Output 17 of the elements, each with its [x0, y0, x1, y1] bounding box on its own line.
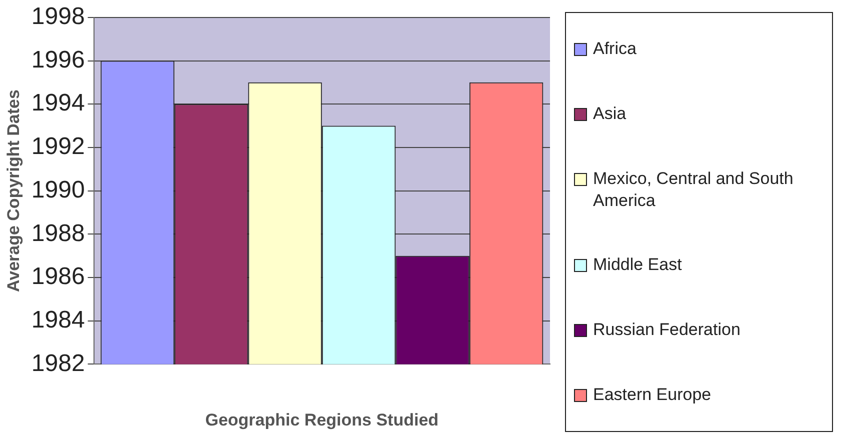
y-tick-label: 1998	[31, 3, 85, 30]
legend-label: Africa	[593, 38, 636, 60]
y-tick-label: 1986	[31, 263, 85, 290]
y-tick-label: 1982	[31, 350, 85, 377]
y-tick-label: 1994	[31, 90, 85, 117]
legend-label: Mexico, Central and South America	[593, 168, 794, 212]
y-tick-label: 1992	[31, 133, 85, 160]
y-tick-label: 1996	[31, 46, 85, 74]
legend-label: Eastern Europe	[593, 384, 712, 406]
legend-label: Middle East	[593, 254, 682, 276]
x-axis-title: Geographic Regions Studied	[205, 410, 439, 430]
y-tick-label: 1984	[31, 306, 85, 334]
legend-label: Asia	[593, 102, 626, 125]
y-axis-title: Average Copyright Dates	[4, 90, 23, 292]
y-tick-label: 1990	[31, 176, 85, 204]
y-tick-label: 1988	[31, 220, 85, 247]
legend-label: Russian Federation	[593, 318, 740, 341]
